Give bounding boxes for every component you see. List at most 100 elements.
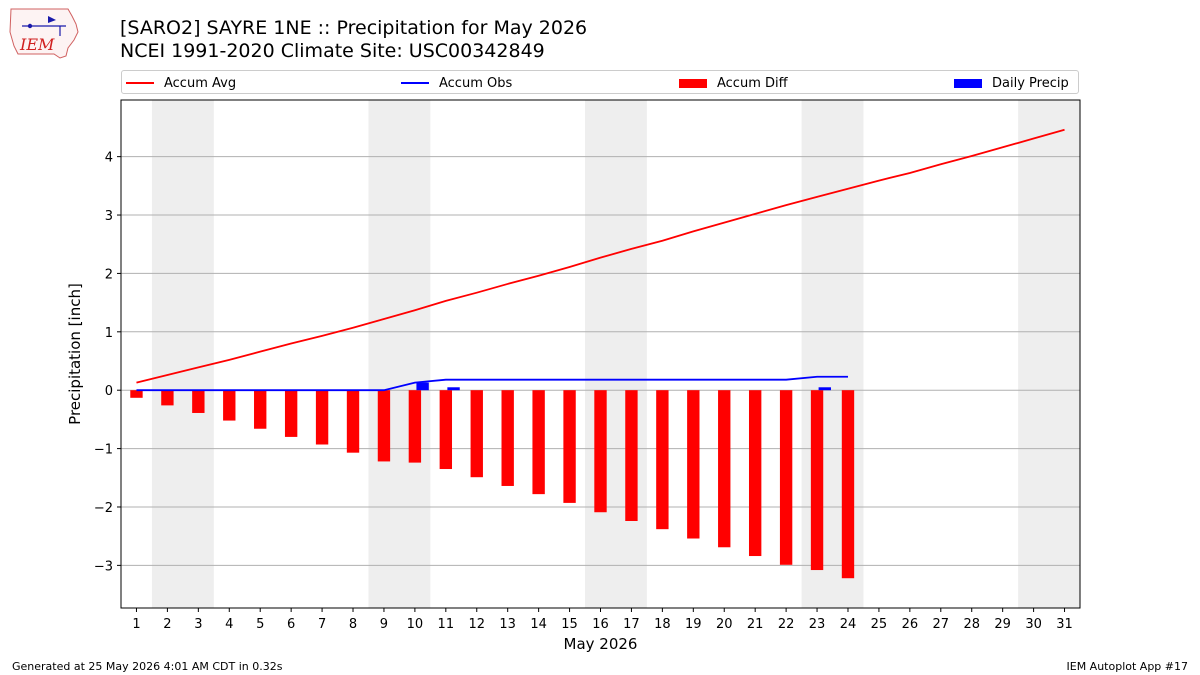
y-axis-ticks: −3 −2 −1 0 1 2 3 4 [94,151,121,574]
y-tick-label: −2 [94,501,113,516]
legend-swatch-accum-obs [401,82,429,84]
accum-diff-bar [223,390,236,421]
accum-diff-bar [718,390,731,548]
x-tick-label: 22 [778,617,795,632]
legend-swatch-accum-diff [679,78,707,88]
accum-diff-bar [687,390,700,539]
weekend-band-1 [151,100,214,608]
legend-item-daily-precip: Daily Precip [954,74,1069,92]
accum-diff-bar [346,390,360,453]
x-tick-label: 11 [438,617,455,632]
accum-diff-bar [254,390,267,429]
chart-title: [SARO2] SAYRE 1NE :: Precipitation for M… [120,17,588,39]
x-tick-label: 8 [349,617,357,632]
x-tick-label: 25 [871,617,888,632]
x-tick-label: 2 [163,617,171,632]
weekend-band-3 [585,100,647,608]
footer-generated: Generated at 25 May 2026 4:01 AM CDT in … [12,660,283,673]
x-tick-label: 17 [623,617,640,632]
legend-label-accum-avg: Accum Avg [164,75,237,91]
accum-diff-bar [192,390,205,413]
accum-diff-bar [377,390,391,462]
legend-item-accum-obs: Accum Obs [401,74,512,92]
accum-diff-bar [284,390,298,437]
accum-diff-bar [439,390,453,470]
y-axis-label: Precipitation [inch] [66,283,84,425]
weekend-band-5 [1018,100,1080,608]
chart-subtitle: NCEI 1991-2020 Climate Site: USC00342849 [120,40,545,62]
accum-obs-line [136,375,848,392]
iem-logo: IEM [9,8,79,59]
x-tick-label: 4 [225,617,233,632]
daily-precip-bars [416,382,831,391]
legend-item-accum-diff: Accum Diff [679,74,788,92]
x-tick-label: 7 [318,617,326,632]
accum-avg-line [136,128,1065,384]
x-tick-label: 9 [380,617,388,632]
accum-diff-bar [470,390,483,478]
accum-diff-bar [130,390,143,398]
x-tick-label: 1 [132,617,140,632]
x-tick-label: 19 [685,617,702,632]
y-tick-label: −1 [94,443,113,458]
x-tick-label: 28 [963,617,980,632]
y-tick-label: 0 [105,384,113,399]
accum-diff-bar [501,390,514,486]
daily-precip-bar [416,382,429,391]
legend-label-daily-precip: Daily Precip [992,75,1069,91]
x-tick-label: 26 [902,617,919,632]
x-tick-label: 3 [194,617,202,632]
legend-swatch-daily-precip [954,78,982,88]
accum-diff-bar [563,390,576,503]
x-tick-label: 27 [933,617,950,632]
weekend-band-2 [368,100,431,608]
x-tick-label: 18 [654,617,671,632]
accum-diff-bar [779,390,793,565]
legend-item-accum-avg: Accum Avg [126,74,236,92]
y-tick-label: 3 [105,209,113,224]
x-tick-label: 5 [256,617,264,632]
x-tick-label: 30 [1025,617,1042,632]
y-tick-label: 2 [105,267,113,282]
accum-diff-bar [810,390,824,571]
accum-diff-bar [656,390,669,530]
x-tick-label: 31 [1056,617,1073,632]
x-tick-label: 21 [747,617,764,632]
accum-diff-bar [748,390,762,557]
x-tick-label: 20 [716,617,733,632]
x-axis-ticks: 1 2 3 4 5 6 7 8 9 10 11 12 13 14 15 16 17 18 19 20 21 22 23 24 2… [132,608,1073,632]
legend-swatch-accum-avg [126,82,154,84]
x-tick-label: 10 [407,617,424,632]
y-tick-label: 4 [105,151,113,166]
x-tick-label: 6 [287,617,295,632]
series-lines [136,128,1065,392]
daily-precip-bar [818,387,831,391]
y-tick-label: −3 [94,559,113,574]
x-tick-label: 16 [592,617,609,632]
x-tick-label: 29 [994,617,1011,632]
accum-diff-bar [408,390,422,463]
wind-sock-icon [48,16,56,23]
accum-diff-bar [315,390,329,445]
y-tick-label: 1 [105,326,113,341]
weekend-shading [151,100,1080,608]
legend-label-accum-diff: Accum Diff [717,75,788,91]
x-tick-label: 15 [561,617,578,632]
x-axis-label: May 2026 [564,635,638,653]
x-tick-label: 24 [840,617,857,632]
daily-precip-bar [447,387,460,391]
accum-diff-bars [130,390,855,579]
accum-diff-bar [841,390,855,579]
legend: Accum Avg Accum Obs Accum Diff Daily Pre… [121,70,1079,94]
accum-diff-bar [532,390,545,495]
accum-diff-bar [161,390,174,406]
footer-app: IEM Autoplot App #17 [1066,660,1189,673]
legend-label-accum-obs: Accum Obs [439,75,513,91]
x-tick-label: 14 [530,617,547,632]
iowa-outline [9,8,79,59]
logo-text: IEM [19,35,55,54]
accum-diff-bar [594,390,607,513]
x-tick-label: 12 [468,617,485,632]
accum-diff-bar [625,390,638,521]
